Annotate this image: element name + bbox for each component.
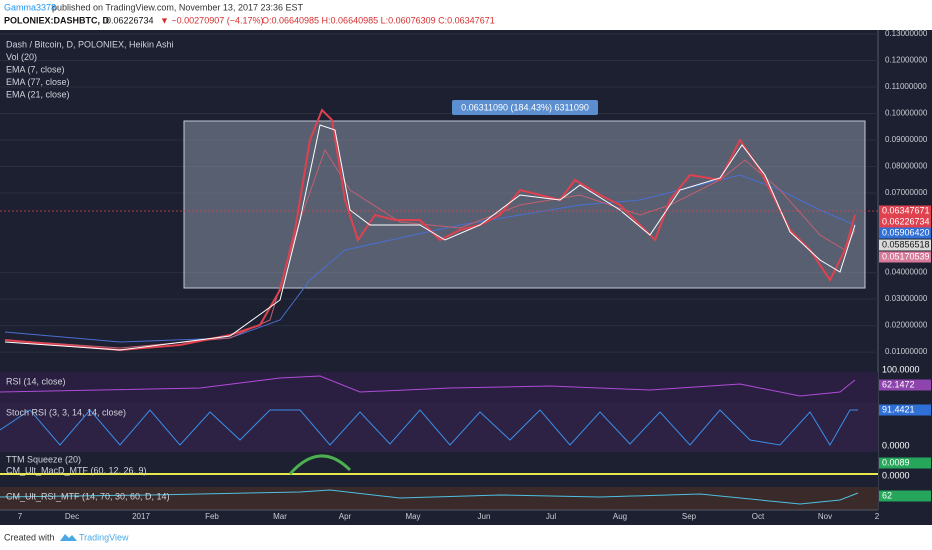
price-tick-label: 0.04000000	[885, 268, 928, 277]
price-tick-label: 0.09000000	[885, 135, 928, 144]
price-tag-bg	[879, 239, 931, 251]
price-tick-label: 0.08000000	[885, 162, 928, 171]
price-tag-bg	[879, 251, 931, 263]
stoch-k	[0, 409, 858, 446]
legend-item: EMA (7, close)	[6, 64, 65, 74]
ohlc: O:0.06640985 H:0.06640985 L:0.06076309 C…	[262, 15, 495, 25]
time-tick-label: Sep	[682, 512, 697, 521]
price-tag: 0.06226734	[882, 216, 930, 226]
time-tick-label: Aug	[613, 512, 627, 521]
price-tick-label: 0.01000000	[885, 347, 928, 356]
price-tag: 0.05856518	[882, 239, 930, 249]
time-tick-label: 7	[18, 512, 23, 521]
created-with: Created with	[4, 532, 55, 542]
ema-7	[4, 124, 856, 351]
pane-tag-bg	[879, 457, 931, 469]
time-tick-label: 2	[875, 512, 880, 521]
pane-tag: 91.4421	[882, 404, 915, 414]
pane-tag-bg	[879, 379, 931, 391]
time-tick-label: Mar	[273, 512, 287, 521]
legend-item: Vol (20)	[6, 52, 37, 62]
time-tick-label: Nov	[818, 512, 832, 521]
price-tick-label: 0.12000000	[885, 56, 928, 65]
pane-tag-bg	[879, 404, 931, 416]
ttm-pane	[0, 452, 878, 487]
price-tick-label: 0.11000000	[885, 82, 927, 91]
cm-rsi-pane	[0, 487, 878, 510]
legend-item: EMA (21, close)	[6, 89, 70, 99]
pane-title: TTM Squeeze (20)	[6, 454, 81, 464]
time-tick-label: Jun	[478, 512, 491, 521]
price-tag: 0.05906420	[882, 227, 930, 237]
price-tick-label: 0.10000000	[885, 109, 928, 118]
price-tick-label: 0.13000000	[885, 29, 928, 38]
ema-21	[4, 148, 856, 349]
pane-title: Stoch RSI (3, 3, 14, 14, close)	[6, 407, 126, 417]
annotation-bg	[452, 100, 598, 115]
pane-tag: 0.0000	[882, 470, 910, 480]
time-tick-label: May	[405, 512, 420, 521]
annotation: 0.06311090 (184.43%) 6311090	[461, 102, 589, 112]
legend-item: EMA (77, close)	[6, 77, 70, 87]
price-tag: 0.05170539	[882, 251, 930, 261]
header-bg	[0, 0, 932, 30]
pane-tag: 0.0089	[882, 457, 910, 467]
time-tick-label: Apr	[339, 512, 352, 521]
pane-title: CM_Ult_RSI_MTF (14, 70, 30, 60, D, 14)	[6, 491, 170, 501]
pane-tag: 100.0000	[882, 364, 920, 374]
last-price: 0.06226734	[106, 15, 154, 25]
pane-tag-bg	[879, 364, 931, 376]
change: ▼ −0.00270907 (−4.17%)	[160, 15, 263, 25]
author[interactable]: Gamma3378	[4, 2, 56, 12]
price-tag-bg	[879, 216, 931, 228]
price-tick-label: 0.03000000	[885, 294, 928, 303]
published: published on TradingView.com, November 1…	[52, 2, 303, 12]
time-tick-label: Feb	[205, 512, 219, 521]
rsi-pane	[0, 372, 878, 403]
price-tag: 0.06347671	[882, 205, 930, 215]
pane-tag: 0.0000	[882, 440, 910, 450]
price-tag-bg	[879, 205, 931, 217]
time-tick-label: Dec	[65, 512, 79, 521]
pane-tag: 62	[882, 490, 892, 500]
time-tick-label: Jul	[546, 512, 556, 521]
brand[interactable]: TradingView	[79, 532, 129, 542]
symbol: POLONIEX:DASHBTC, D	[4, 15, 110, 25]
stoch-pane	[0, 403, 878, 452]
ttm-hump	[288, 454, 352, 475]
pane-title: RSI (14, close)	[6, 376, 66, 386]
time-tick-label: Oct	[752, 512, 765, 521]
price-tick-label: 0.07000000	[885, 188, 928, 197]
rsi-line	[0, 375, 856, 397]
logo	[60, 534, 77, 541]
footer	[0, 525, 932, 550]
time-tick-label: 2017	[132, 512, 150, 521]
pane-tag-bg	[879, 490, 931, 502]
legend-item: Dash / Bitcoin, D, POLONIEX, Heikin Ashi	[6, 39, 174, 49]
price-tag-bg	[879, 227, 931, 239]
pane-tag: 62.1472	[882, 379, 915, 389]
price-tick-label: 0.02000000	[885, 321, 928, 330]
pane-tag-bg	[879, 440, 931, 452]
pane-title: CM_Ult_MacD_MTF (60, 12, 26, 9)	[6, 465, 147, 475]
cm-rsi-line	[0, 489, 859, 505]
pane-tag-bg	[879, 470, 931, 482]
